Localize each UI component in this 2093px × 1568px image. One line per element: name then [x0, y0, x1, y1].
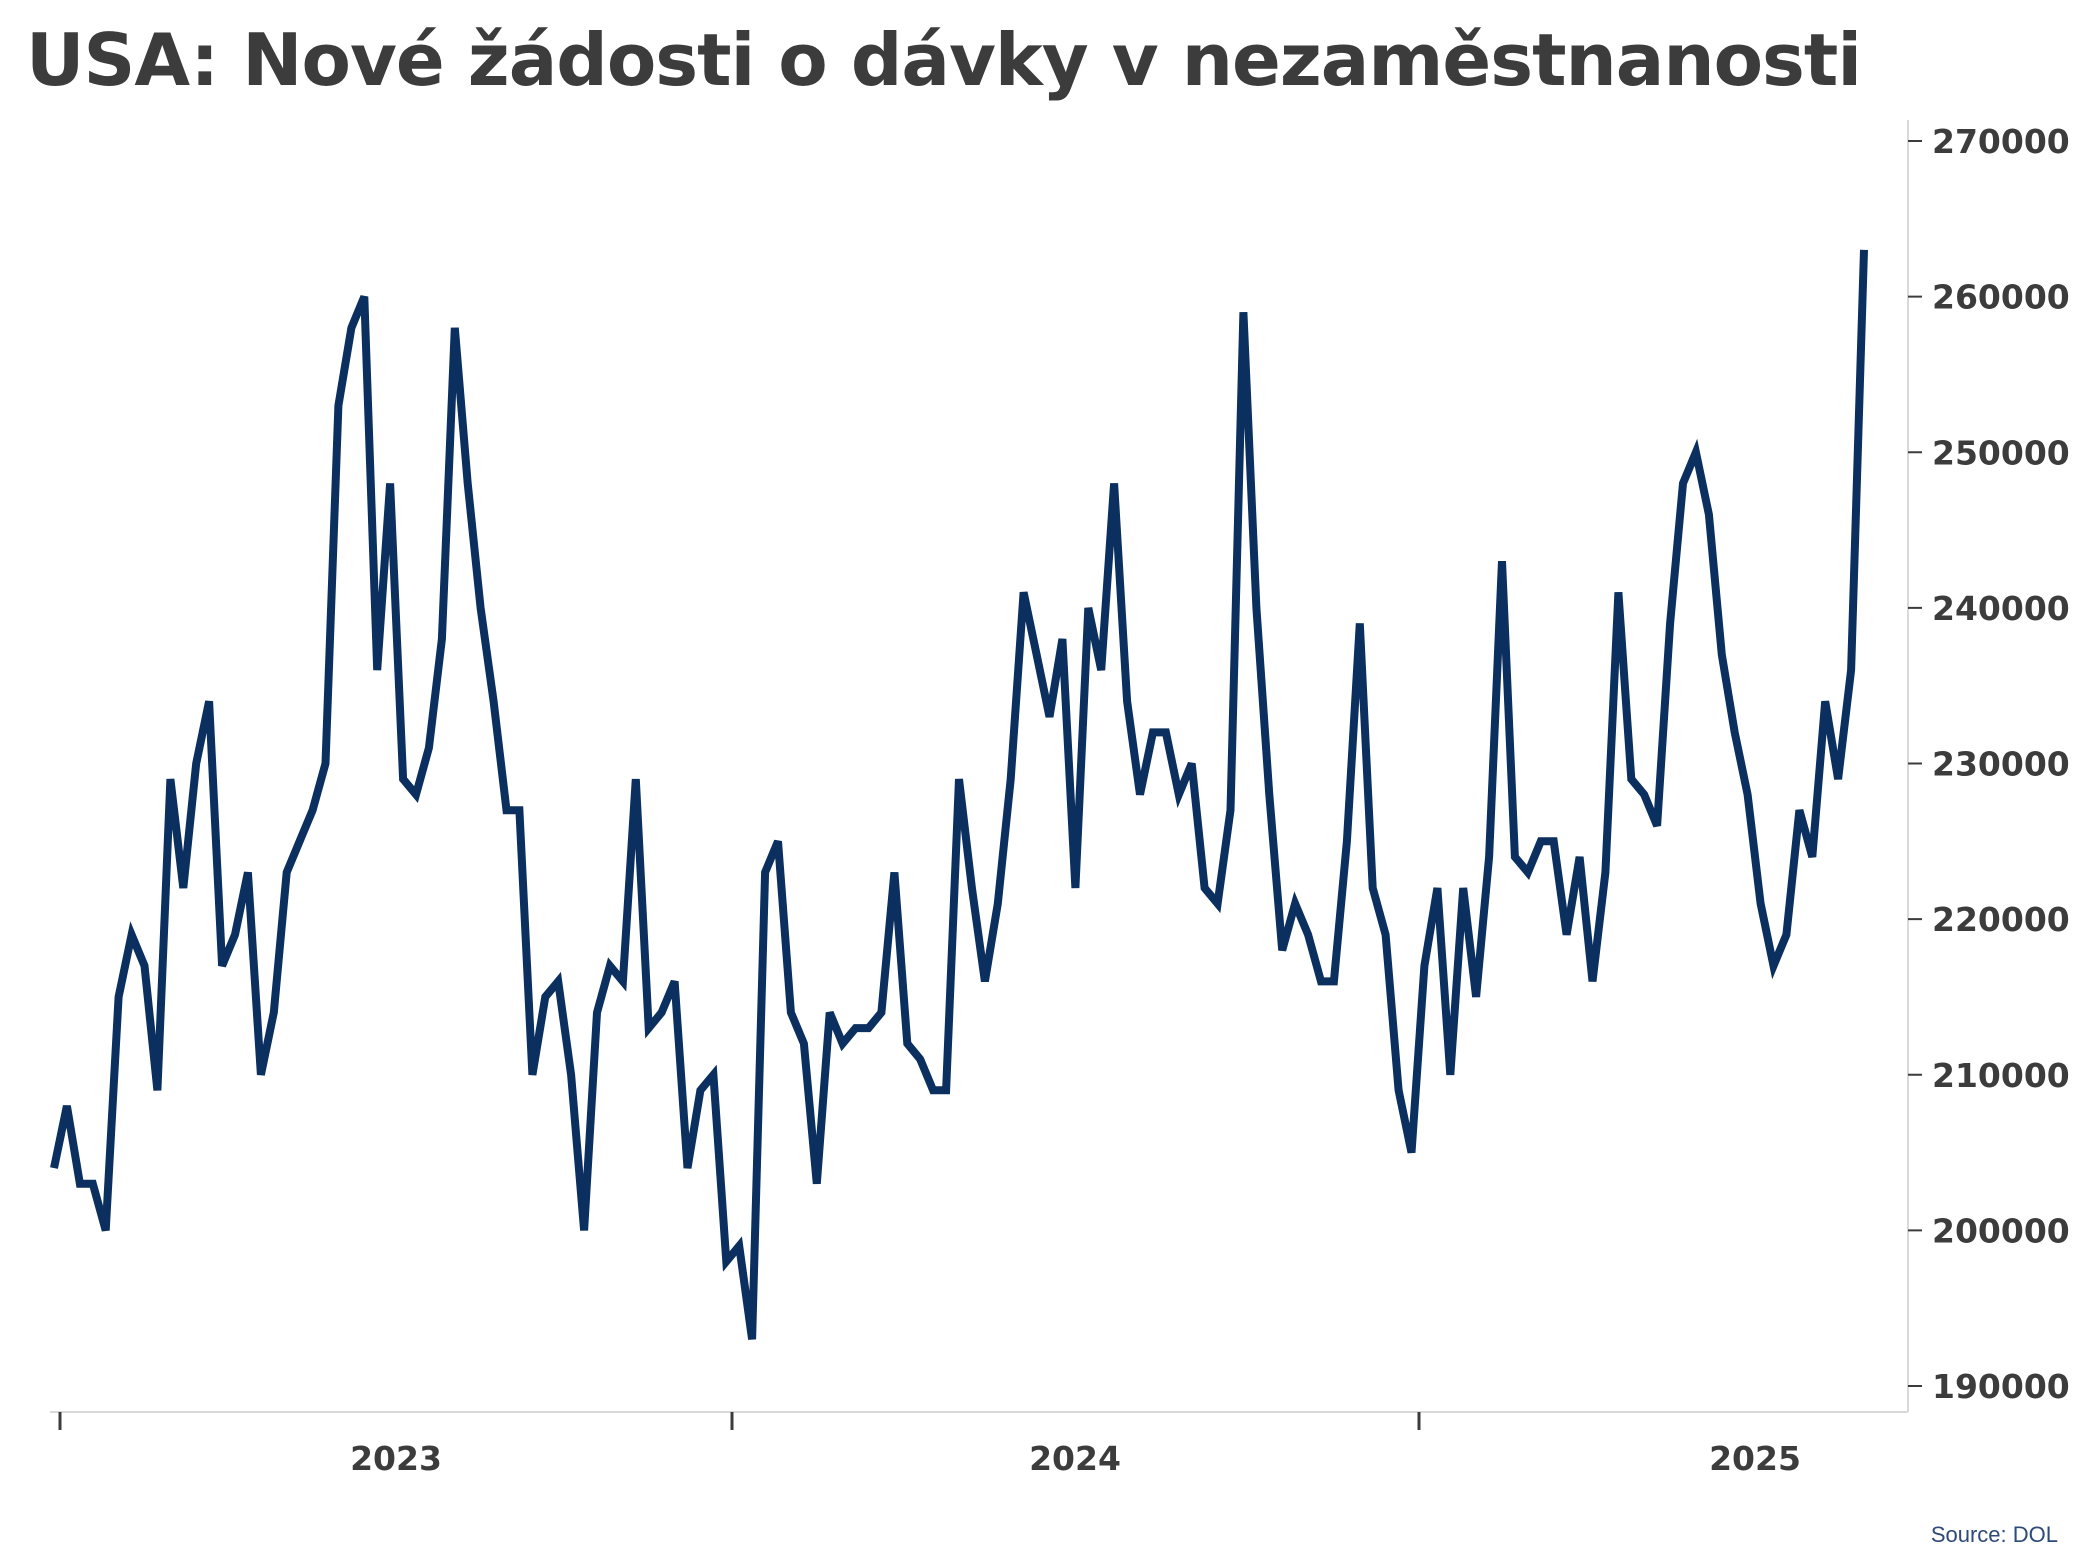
x-tick-label: 2025 [1709, 1439, 1801, 1478]
source-note: Source: DOL [1930, 1522, 2058, 1547]
y-axis: 190000 200000 210000 220000 230000 240000 2500… [1908, 122, 2070, 1406]
y-tick-label: 240000 [1932, 589, 2070, 628]
series-line [50, 249, 1868, 1340]
y-tick-label: 190000 [1932, 1367, 2070, 1406]
y-tick-label: 210000 [1932, 1056, 2070, 1095]
x-tick-label: 2023 [350, 1439, 442, 1478]
y-tick-label: 220000 [1932, 900, 2070, 939]
y-tick-label: 200000 [1932, 1211, 2070, 1250]
plot-frame [50, 120, 1909, 1413]
y-tick-label: 230000 [1932, 745, 2070, 784]
x-axis: 2023 2024 2025 [58, 1412, 1801, 1478]
y-tick-label: 250000 [1932, 433, 2070, 472]
series-group [50, 249, 1868, 1340]
y-tick-label: 270000 [1932, 122, 2070, 161]
y-tick-label: 260000 [1932, 278, 2070, 317]
x-tick-label: 2024 [1029, 1439, 1121, 1478]
chart-title: USA: Nové žádosti o dávky v nezaměstnano… [26, 18, 1862, 102]
